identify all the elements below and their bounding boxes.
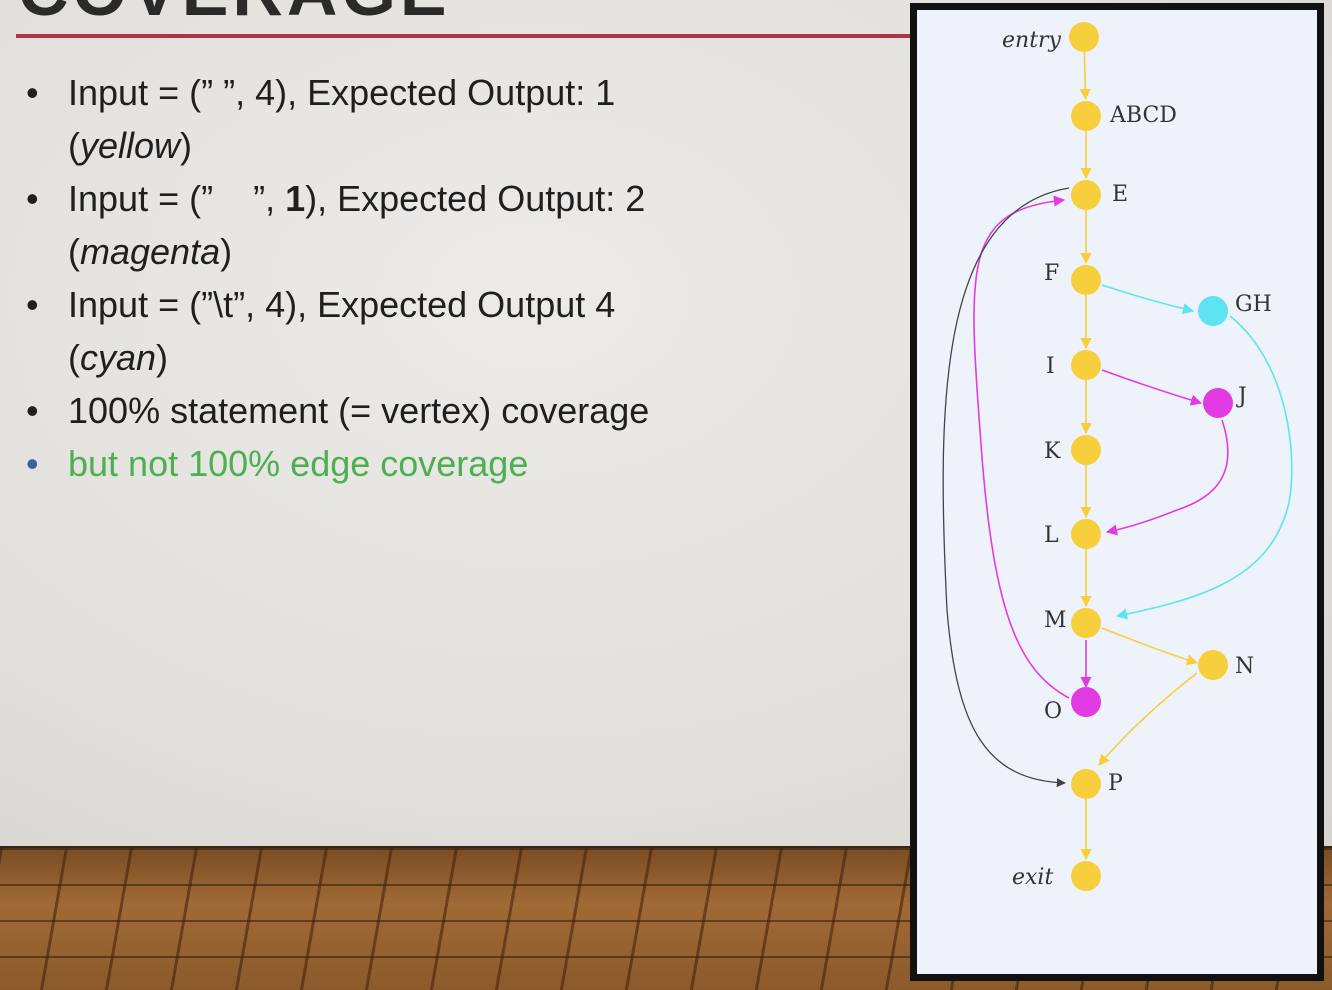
node-label-abcd: ABCD bbox=[1109, 103, 1177, 128]
node-m bbox=[1071, 608, 1101, 638]
node-abcd bbox=[1071, 101, 1101, 131]
node-exit bbox=[1071, 861, 1101, 891]
edge-e-p bbox=[942, 187, 1070, 788]
node-label-i: I bbox=[1046, 354, 1055, 379]
node-label-gh: GH bbox=[1235, 292, 1272, 317]
bullet-text: 100% statement (= vertex) coverage bbox=[68, 390, 650, 431]
edge-m-n bbox=[1101, 627, 1199, 666]
edge-i-j bbox=[1101, 369, 1203, 406]
bullet-text: Input = (”\t”, 4), Expected Output 4 bbox=[68, 284, 616, 325]
node-label-l: L bbox=[1044, 523, 1059, 548]
node-l bbox=[1071, 519, 1101, 549]
bullet-magenta-test: • Input = (” ”, 1), Expected Output: 2 (… bbox=[26, 172, 896, 278]
edge-j-l bbox=[1105, 419, 1229, 536]
node-label-o: O bbox=[1044, 699, 1062, 724]
node-p bbox=[1071, 769, 1101, 799]
node-label-f: F bbox=[1044, 261, 1059, 286]
edge-n-p bbox=[1098, 672, 1198, 766]
bullet-color-note: (yellow) bbox=[68, 125, 193, 166]
bullet-dot: • bbox=[26, 390, 39, 431]
node-label-exit: exit bbox=[1012, 865, 1053, 890]
bullet-text: Input = (” ”, 1), Expected Output: 2 bbox=[68, 178, 646, 219]
node-label-k: K bbox=[1044, 439, 1061, 464]
node-entry bbox=[1069, 22, 1099, 52]
node-label-entry: entry bbox=[1002, 28, 1062, 53]
bullet-dot: • bbox=[26, 284, 39, 325]
node-o bbox=[1071, 687, 1101, 717]
bullet-dot: • bbox=[26, 72, 39, 113]
node-f bbox=[1071, 265, 1101, 295]
node-label-n: N bbox=[1235, 654, 1254, 679]
bullet-edge-coverage: • but not 100% edge coverage bbox=[26, 437, 896, 490]
bullet-text: but not 100% edge coverage bbox=[68, 443, 529, 484]
bullet-statement-coverage: • 100% statement (= vertex) coverage bbox=[26, 384, 896, 437]
node-gh bbox=[1198, 296, 1228, 326]
node-e bbox=[1071, 180, 1101, 210]
bullet-yellow-test: • Input = (” ”, 4), Expected Output: 1 (… bbox=[26, 66, 896, 172]
bullet-dot: • bbox=[26, 178, 39, 219]
node-label-j: J bbox=[1236, 384, 1247, 409]
edge-f-gh bbox=[1101, 284, 1195, 315]
node-k bbox=[1071, 435, 1101, 465]
edge-gh-m bbox=[1115, 315, 1293, 620]
bullet-cyan-test: • Input = (”\t”, 4), Expected Output 4 (… bbox=[26, 278, 896, 384]
slide-title: COVERAGE bbox=[18, 0, 451, 26]
bullet-color-note: (magenta) bbox=[68, 231, 233, 272]
bullet-text: Input = (” ”, 4), Expected Output: 1 bbox=[68, 72, 616, 113]
node-i bbox=[1071, 350, 1101, 380]
node-n bbox=[1198, 650, 1228, 680]
title-underline bbox=[16, 34, 916, 38]
bullet-dot: • bbox=[26, 443, 39, 484]
node-j bbox=[1203, 388, 1233, 418]
edge-entry-abcd bbox=[1079, 51, 1091, 101]
node-label-m: M bbox=[1044, 608, 1067, 633]
bullet-color-note: (cyan) bbox=[68, 337, 169, 378]
node-label-p: P bbox=[1108, 771, 1123, 796]
edge-o-e bbox=[973, 195, 1070, 699]
node-label-e: E bbox=[1112, 182, 1128, 207]
bullet-list: • Input = (” ”, 4), Expected Output: 1 (… bbox=[26, 66, 896, 490]
